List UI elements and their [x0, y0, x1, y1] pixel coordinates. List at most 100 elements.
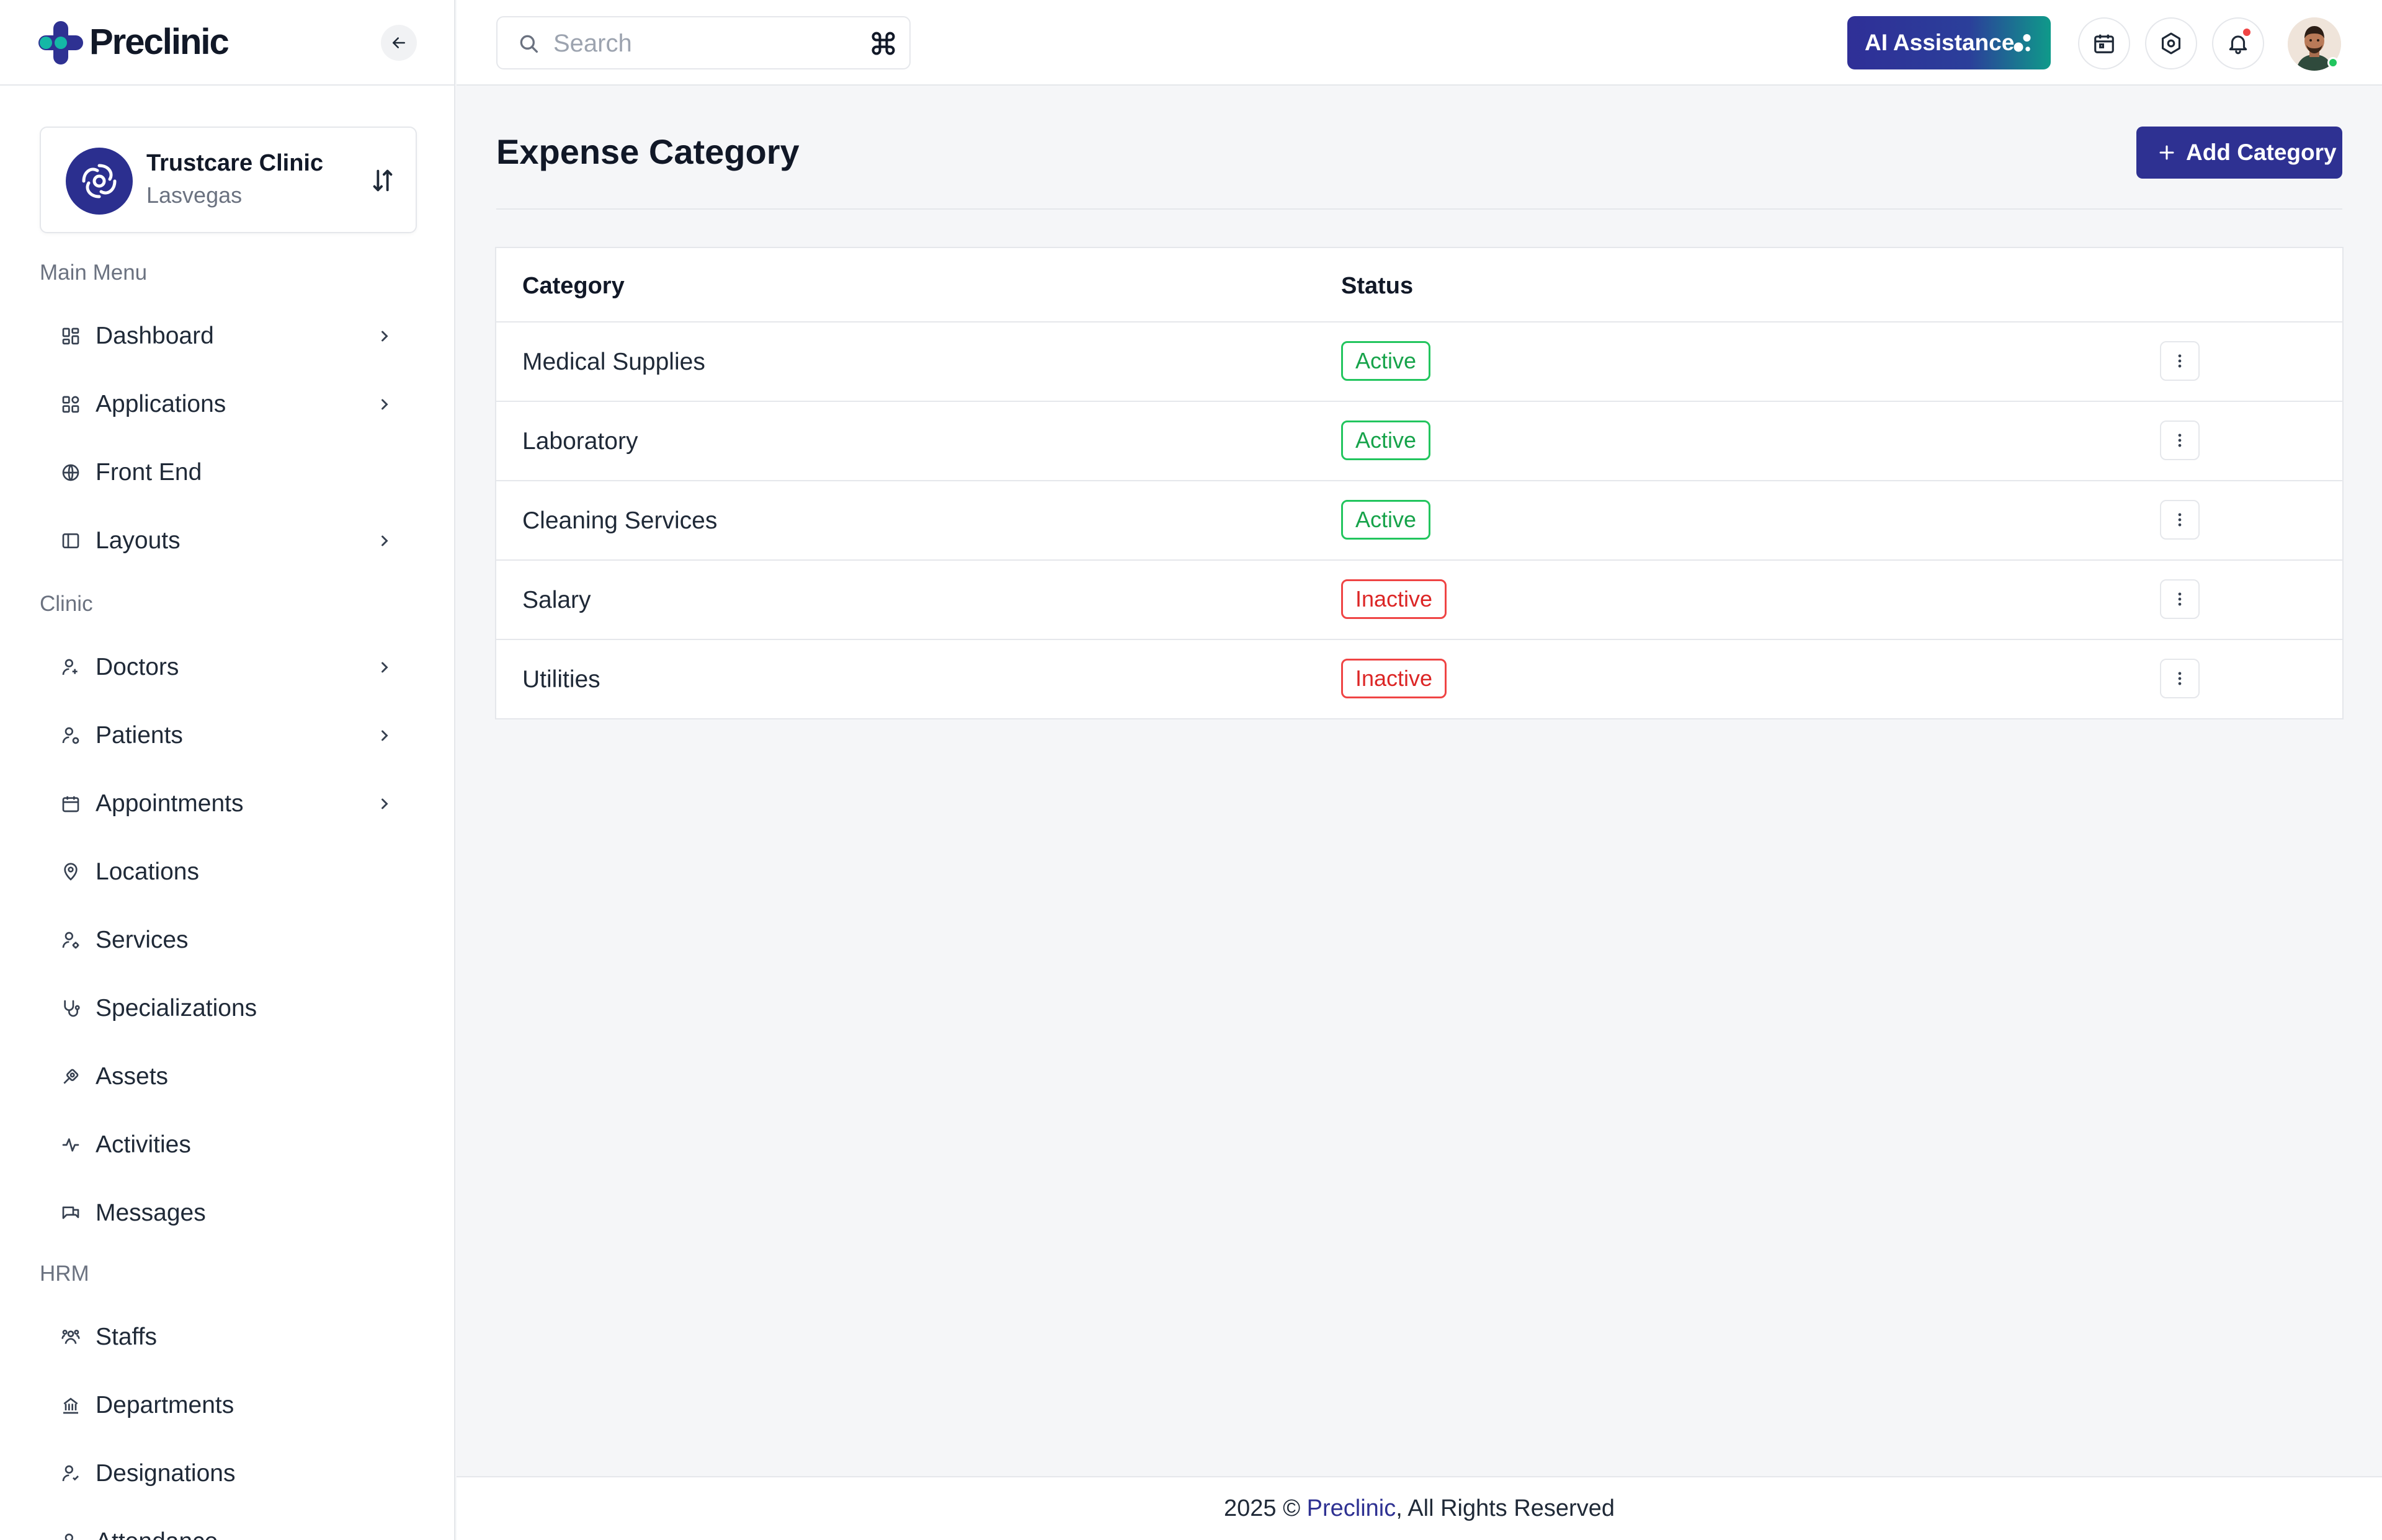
sidebar-item-label: Designations: [96, 1460, 236, 1487]
row-actions-button[interactable]: [2160, 341, 2200, 381]
layout-icon: [58, 528, 83, 553]
sidebar-item-label: Locations: [96, 858, 199, 885]
sidebar-item-appointments[interactable]: Appointments: [40, 774, 417, 834]
sidebar-item-label: Layouts: [96, 527, 181, 554]
sidebar-item-label: Specializations: [96, 995, 257, 1021]
sidebar-item-label: Applications: [96, 391, 226, 417]
preclinic-logo-icon[interactable]: [38, 21, 83, 65]
table-row: Medical Supplies Active: [496, 321, 2342, 401]
doctor-icon: [58, 655, 83, 680]
sidebar-item-attendance[interactable]: Attendance: [40, 1512, 417, 1540]
assets-icon: [58, 1064, 83, 1089]
column-header-status: Status: [1341, 273, 1414, 299]
category-cell: Salary: [522, 587, 591, 613]
sidebar-item-assets[interactable]: Assets: [40, 1047, 417, 1106]
applications-icon: [58, 392, 83, 417]
header-divider: [496, 208, 2342, 210]
activity-icon: [58, 1133, 83, 1157]
sidebar-item-messages[interactable]: Messages: [40, 1183, 417, 1243]
category-cell: Cleaning Services: [522, 507, 718, 534]
ai-assistance-button[interactable]: AI Assistance: [1847, 16, 2051, 69]
search-input[interactable]: [552, 26, 837, 61]
location-pin-icon: [58, 860, 83, 884]
department-icon: [58, 1393, 83, 1418]
row-actions-button[interactable]: [2160, 500, 2200, 540]
sidebar-item-label: Messages: [96, 1200, 206, 1226]
row-actions-button[interactable]: [2160, 659, 2200, 698]
sidebar-item-applications[interactable]: Applications: [40, 375, 417, 434]
sidebar-item-services[interactable]: Services: [40, 910, 417, 970]
table-row: Salary Inactive: [496, 559, 2342, 639]
collapse-sidebar-button[interactable]: [381, 25, 417, 61]
footer-copyright: 2025 ©: [1224, 1495, 1301, 1521]
sidebar-item-specializations[interactable]: Specializations: [40, 979, 417, 1038]
ai-assistance-label: AI Assistance: [1865, 30, 2015, 55]
more-vertical-icon: [2171, 590, 2188, 608]
footer-brand-link[interactable]: Preclinic: [1306, 1495, 1396, 1521]
clinic-logo-icon: [66, 148, 133, 215]
topbar: AI Assistance: [457, 0, 2382, 86]
designation-icon: [58, 1461, 83, 1486]
row-actions-button[interactable]: [2160, 579, 2200, 619]
status-badge: Inactive: [1341, 659, 1447, 698]
clinic-switcher[interactable]: Trustcare Clinic Lasvegas: [40, 127, 417, 233]
sidebar-item-designations[interactable]: Designations: [40, 1444, 417, 1503]
settings-button[interactable]: [2145, 17, 2197, 69]
status-badge: Inactive: [1341, 579, 1447, 619]
switch-arrows-icon[interactable]: [368, 166, 397, 195]
sidebar-item-label: Attendance: [96, 1528, 218, 1540]
brand-name[interactable]: Preclinic: [89, 22, 230, 62]
sidebar-item-departments[interactable]: Departments: [40, 1376, 417, 1435]
sidebar-item-doctors[interactable]: Doctors: [40, 638, 417, 697]
section-title-main-menu: Main Menu: [40, 260, 148, 285]
calendar-button[interactable]: [2078, 17, 2130, 69]
sidebar-item-label: Patients: [96, 722, 183, 749]
clinic-name: Trustcare Clinic: [146, 150, 324, 176]
sidebar-item-label: Appointments: [96, 790, 244, 817]
sidebar-item-label: Dashboard: [96, 323, 214, 349]
table-row: Laboratory Active: [496, 401, 2342, 480]
sidebar-item-front-end[interactable]: Front End: [40, 443, 417, 502]
more-vertical-icon: [2171, 432, 2188, 449]
status-badge: Active: [1341, 341, 1431, 381]
sidebar-item-label: Front End: [96, 459, 202, 486]
sidebar-item-staffs[interactable]: Staffs: [40, 1307, 417, 1367]
sparkle-icon: [2011, 32, 2033, 55]
stethoscope-icon: [58, 996, 83, 1021]
sidebar-item-activities[interactable]: Activities: [40, 1115, 417, 1175]
search-box[interactable]: [496, 16, 911, 69]
notifications-button[interactable]: [2212, 17, 2264, 69]
globe-icon: [58, 460, 83, 485]
calendar-icon: [2092, 32, 2116, 55]
footer-rights: , All Rights Reserved: [1396, 1495, 1615, 1521]
sidebar-item-locations[interactable]: Locations: [40, 842, 417, 902]
search-icon: [516, 31, 541, 56]
sidebar-item-layouts[interactable]: Layouts: [40, 511, 417, 571]
sidebar-item-patients[interactable]: Patients: [40, 706, 417, 765]
sidebar-item-dashboard[interactable]: Dashboard: [40, 306, 417, 366]
notification-badge: [2242, 27, 2252, 37]
status-badge: Active: [1341, 500, 1431, 540]
brand-header: Preclinic: [0, 0, 454, 86]
messages-icon: [58, 1201, 83, 1226]
sidebar-item-label: Services: [96, 927, 189, 953]
calendar-icon: [58, 791, 83, 816]
add-category-button[interactable]: Add Category: [2136, 127, 2342, 179]
row-actions-button[interactable]: [2160, 421, 2200, 460]
category-cell: Utilities: [522, 666, 600, 693]
footer: 2025 © Preclinic, All Rights Reserved: [457, 1476, 2382, 1540]
staff-icon: [58, 1325, 83, 1350]
column-header-category: Category: [522, 273, 625, 299]
patient-icon: [58, 723, 83, 748]
bell-icon: [2226, 32, 2250, 55]
sidebar: Preclinic Trustcare Clinic Lasvegas Main…: [0, 0, 455, 1540]
chevron-right-icon: [372, 723, 397, 748]
attendance-icon: [58, 1529, 83, 1540]
table-row: Cleaning Services Active: [496, 480, 2342, 559]
sidebar-item-label: Departments: [96, 1392, 234, 1418]
settings-hexagon-icon: [2159, 32, 2183, 55]
section-title-clinic: Clinic: [40, 592, 93, 616]
plus-icon: [2156, 142, 2177, 163]
clinic-location: Lasvegas: [146, 182, 243, 208]
more-vertical-icon: [2171, 511, 2188, 528]
